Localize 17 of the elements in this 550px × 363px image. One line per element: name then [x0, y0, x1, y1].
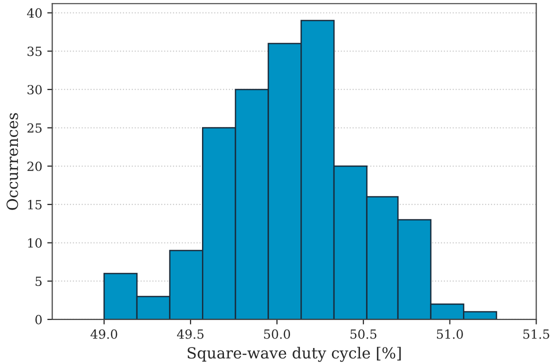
x-tick-label: 50.5	[350, 329, 376, 339]
x-tick-label: 51.5	[523, 329, 550, 339]
y-tick-label: 40	[27, 8, 42, 18]
y-tick-label: 10	[28, 238, 42, 248]
y-tick-label: 15	[28, 200, 42, 210]
x-axis-title: Square-wave duty cycle [%]	[188, 346, 401, 362]
y-tick-label: 0	[35, 314, 42, 324]
y-tick-label: 25	[27, 123, 42, 133]
x-tick-label: 49.5	[177, 329, 204, 339]
y-tick-label: 35	[28, 46, 42, 56]
x-tick-label: 51.0	[436, 329, 463, 339]
y-tick-label: 5	[36, 276, 42, 286]
x-tick-label: 50.0	[264, 329, 290, 339]
y-tick-label: 30	[28, 84, 42, 94]
y-tick-label: 20	[27, 162, 42, 172]
y-axis-title: Occurrences	[6, 113, 18, 210]
x-tick-label: 49.0	[90, 329, 118, 339]
